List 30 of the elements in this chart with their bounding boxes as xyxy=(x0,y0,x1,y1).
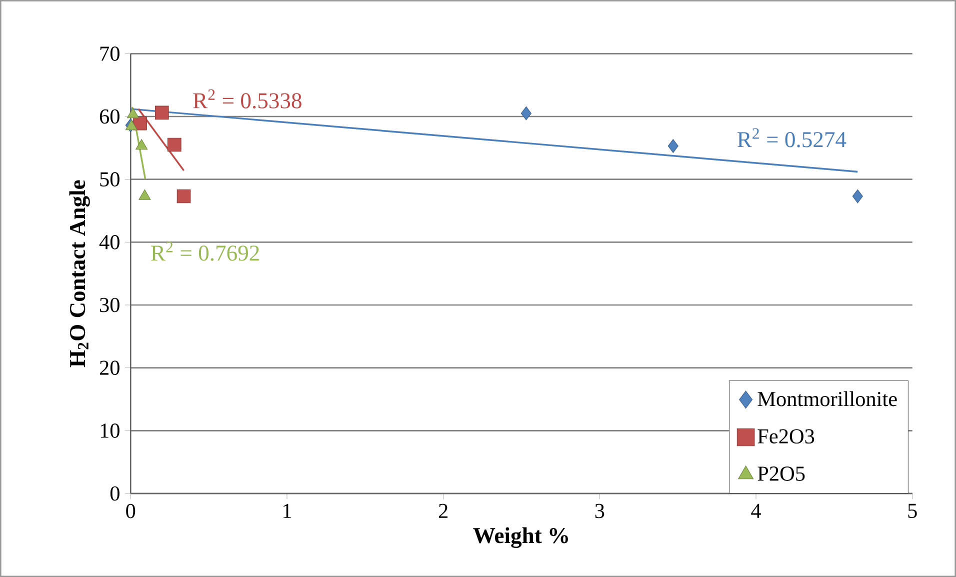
y-tick-label: 40 xyxy=(99,234,120,250)
x-tick-label: 2 xyxy=(438,504,448,518)
point xyxy=(668,139,678,153)
annotation: R$^{2}$ = 0.5338 xyxy=(193,89,302,108)
y-tick-label: 30 xyxy=(100,298,120,312)
point xyxy=(520,106,532,120)
point xyxy=(852,189,863,204)
x-tick-label: 0 xyxy=(126,504,136,518)
y-tick-label: 70 xyxy=(100,46,120,61)
point xyxy=(176,189,191,204)
x-tick-label: 4 xyxy=(751,504,761,518)
y-tick-label: 0 xyxy=(110,486,120,501)
x-axis-title: Weight % xyxy=(473,527,568,548)
x-tick-label: 1 xyxy=(284,504,292,518)
legend-label: Montmorillonite xyxy=(758,391,897,406)
y-tick-label: 10 xyxy=(100,423,120,438)
point xyxy=(126,108,139,118)
y-axis-title: H$_{2}$O Contact Angle xyxy=(69,180,90,368)
annotation: R$^{2}$ = 0.7692 xyxy=(151,242,259,261)
point xyxy=(168,138,182,152)
legend-label: P2O5 xyxy=(758,466,805,481)
y-tick-label: 60 xyxy=(100,109,120,124)
y-tick-label: 20 xyxy=(100,360,120,375)
legend-label: Fe2O3 xyxy=(758,429,814,444)
annotation: R$^{2}$ = 0.5274 xyxy=(737,128,846,148)
y-tick-label: 50 xyxy=(100,172,120,186)
x-tick-label: 3 xyxy=(595,504,604,518)
point xyxy=(136,139,148,150)
point xyxy=(154,106,169,120)
x-tick-label: 5 xyxy=(908,504,917,518)
